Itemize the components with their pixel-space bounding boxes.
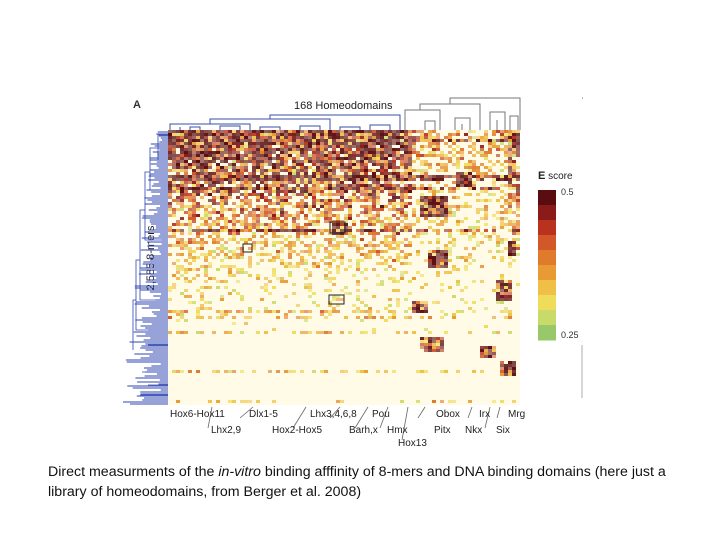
legend-max-label: 0.5 — [561, 187, 574, 197]
legend-min-label: 0.25 — [561, 330, 579, 340]
heatmap-cells — [168, 130, 520, 403]
heatmap-figure — [123, 97, 583, 441]
cluster-label: Obox — [436, 409, 460, 420]
cluster-label: Six — [496, 425, 510, 436]
cluster-label: Irx — [479, 409, 491, 420]
top-dendrogram — [169, 114, 401, 130]
cluster-label: Hox13 — [398, 438, 427, 449]
top-dendrogram-right — [404, 97, 583, 130]
figure-panel: A 168 Homeodomains 2,585 8-mers — [123, 97, 583, 449]
cluster-label: Barh,x — [349, 425, 378, 436]
legend-title-text: score — [545, 171, 573, 182]
caption-italic: in-vitro — [218, 464, 261, 480]
cluster-label: Lhx3,4,6,8 — [310, 409, 357, 420]
legend-title: E score — [538, 170, 573, 182]
figure-caption: Direct measurments of the in-vitro bindi… — [48, 462, 688, 502]
legend-colorbar — [538, 190, 556, 341]
legend-title-letter: E — [538, 170, 546, 182]
cluster-label: Pitx — [434, 425, 451, 436]
caption-text-before: Direct measurments of the — [48, 464, 219, 480]
highlight-boxes — [242, 221, 346, 305]
highlight-box-1 — [329, 221, 346, 234]
cluster-label: Hox6-Hox11 — [170, 409, 225, 420]
highlight-box-2 — [242, 243, 253, 253]
cluster-label: Hox2-Hox5 — [272, 425, 323, 436]
cluster-label: Mrg — [508, 409, 526, 420]
cluster-label: Hmx — [387, 425, 408, 436]
cluster-label: Nkx — [465, 425, 483, 436]
cluster-brackets — [207, 406, 501, 441]
cluster-label: Lhx2,9 — [211, 425, 242, 436]
caption-text-after: binding afffinity of 8-mers and DNA bind… — [48, 464, 666, 500]
panel-label: A — [133, 99, 141, 111]
highlight-box-3 — [328, 294, 345, 305]
heatmap-title: 168 Homeodomains — [294, 100, 393, 112]
left-dendrogram-fill — [123, 131, 168, 405]
cluster-label: Dlx1-5 — [249, 409, 278, 420]
cluster-label: Pou — [372, 409, 390, 420]
